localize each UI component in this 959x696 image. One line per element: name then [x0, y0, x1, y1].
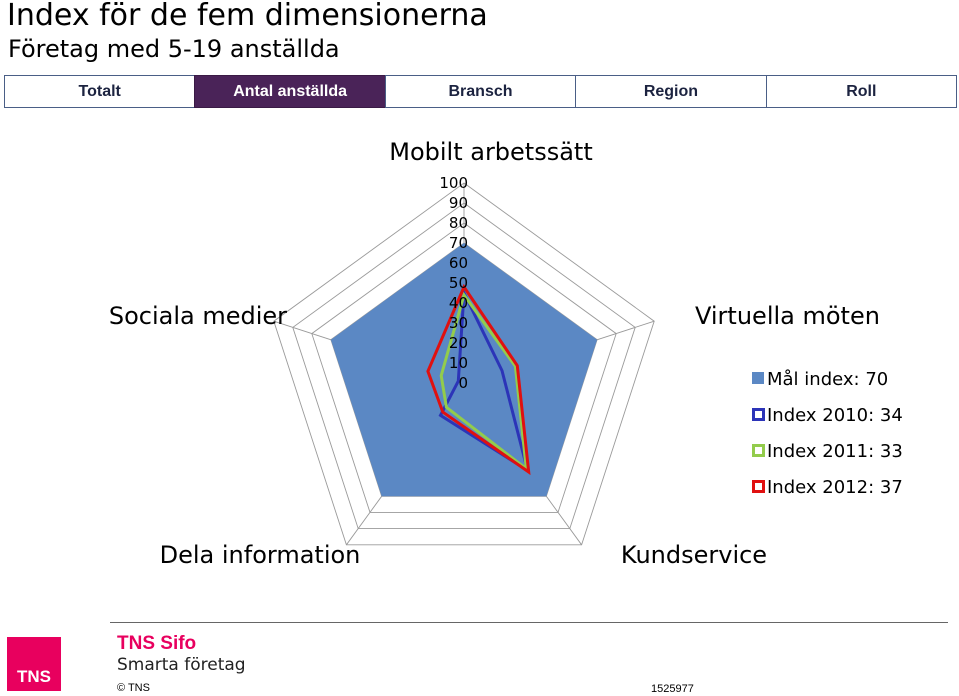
legend-swatch — [752, 480, 765, 493]
tick-label: 60 — [449, 254, 468, 272]
page-title: Index för de fem dimensionerna — [7, 0, 488, 33]
brand-tagline: Smarta företag — [117, 655, 246, 675]
legend-entry: Index 2011: 33 — [767, 441, 903, 462]
copyright-text: © TNS — [117, 682, 150, 694]
category-label: Virtuella möten — [695, 302, 880, 330]
series-line-2 — [439, 291, 529, 473]
tick-label: 50 — [449, 274, 468, 292]
page-subtitle: Företag med 5-19 anställda — [8, 35, 340, 63]
document-id: 1525977 — [651, 683, 694, 695]
tick-label: 20 — [449, 334, 468, 352]
category-label: Dela information — [160, 541, 361, 569]
tick-label: 30 — [449, 314, 468, 332]
grid-ring — [292, 202, 636, 530]
tab-antal-anstallda[interactable]: Antal anställda — [194, 75, 386, 108]
legend-swatch — [752, 408, 765, 421]
brand-name: TNS Sifo — [117, 633, 197, 654]
tab-bar: Totalt Antal anställda Bransch Region Ro… — [4, 75, 958, 108]
tick-label: 10 — [449, 354, 468, 372]
footer-divider — [110, 622, 948, 623]
legend-entry: Index 2012: 37 — [767, 477, 903, 498]
tick-label: 70 — [449, 234, 468, 252]
category-label: Sociala medier — [109, 302, 287, 330]
grid-ring — [311, 222, 617, 513]
series-line-3 — [426, 283, 531, 476]
legend-entry: Index 2010: 34 — [767, 405, 903, 426]
chart-legend: Mål index: 70 Index 2010: 34 Index 2011: 3… — [752, 369, 903, 498]
series-line-1 — [438, 287, 530, 474]
tick-label: 90 — [449, 194, 468, 212]
tick-label: 80 — [449, 214, 468, 232]
tab-bransch[interactable]: Bransch — [384, 75, 577, 108]
tab-totalt[interactable]: Totalt — [4, 75, 196, 108]
category-label: Kundservice — [621, 541, 767, 569]
series-area-target — [330, 243, 598, 497]
category-label: Mobilt arbetssätt — [389, 138, 593, 166]
tab-region[interactable]: Region — [575, 75, 767, 108]
tab-roll[interactable]: Roll — [765, 75, 958, 108]
radar-series — [330, 243, 598, 497]
tick-label: 40 — [449, 294, 468, 312]
tick-label: 0 — [458, 374, 468, 392]
grid-ring — [273, 182, 655, 546]
radar-category-labels: Mobilt arbetssätt Virtuella möten Kundserv… — [109, 138, 880, 569]
legend-swatch — [752, 444, 765, 457]
legend-entry: Mål index: 70 — [767, 369, 888, 390]
tick-label: 100 — [439, 174, 468, 192]
legend-swatch — [752, 372, 764, 384]
tns-logo: TNS — [7, 637, 61, 691]
